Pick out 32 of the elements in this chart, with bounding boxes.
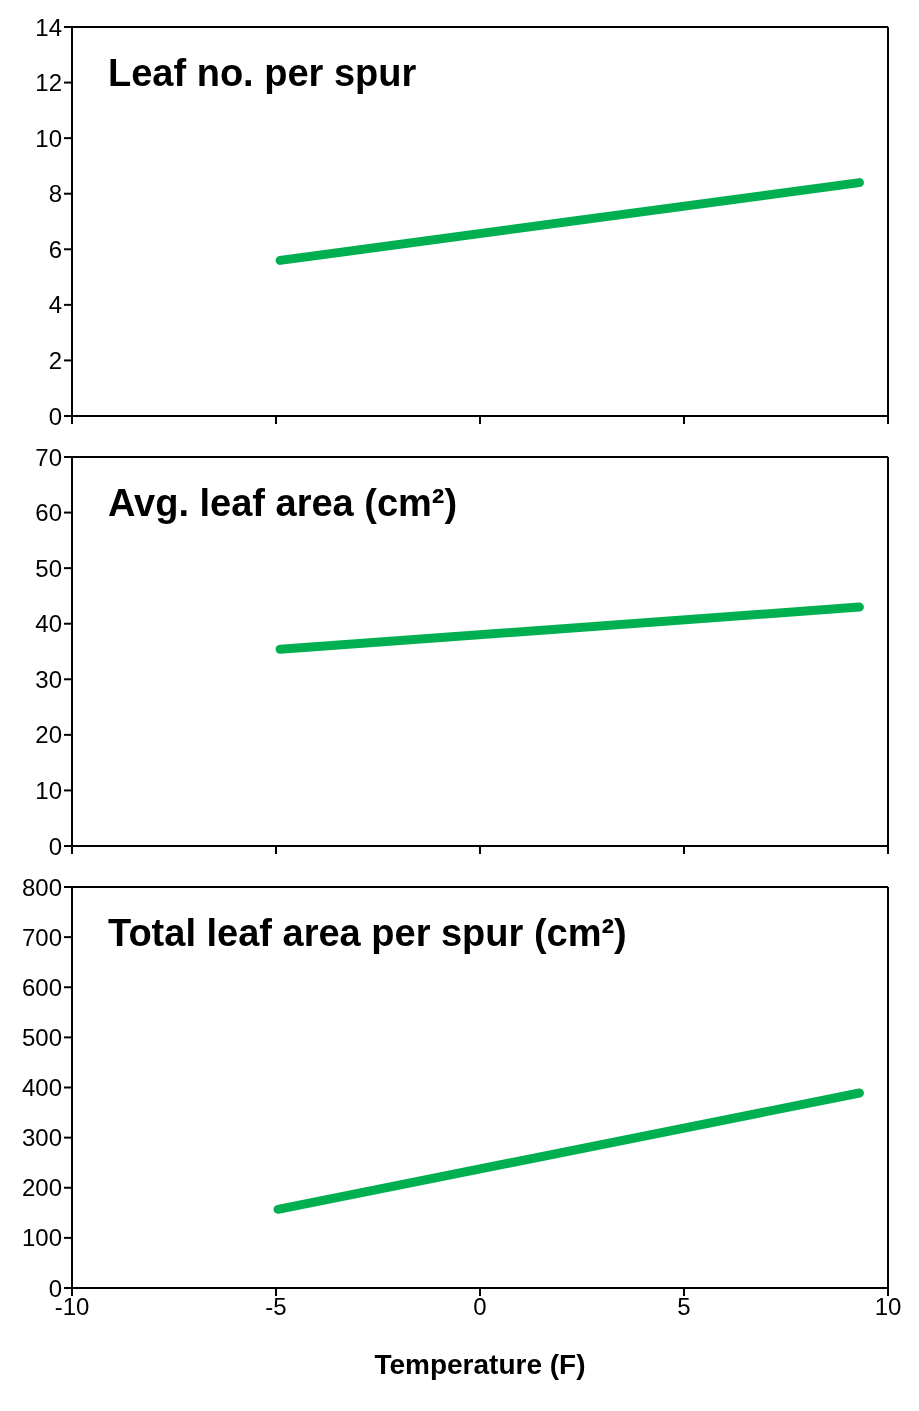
- y-tick-label: 800: [21, 873, 62, 901]
- x-tick-label: 0: [473, 1293, 487, 1321]
- x-tick-label: -5: [265, 1293, 287, 1321]
- y-tick-label: 600: [21, 973, 62, 1001]
- y-tick-label: 400: [21, 1074, 62, 1102]
- y-tick-label: 12: [35, 69, 62, 97]
- y-tick-label: 14: [35, 13, 62, 41]
- y-tick-label: 100: [21, 1224, 62, 1252]
- text: Leaf no. per spur: [108, 52, 417, 95]
- y-tick-label: 50: [35, 554, 62, 582]
- y-tick-label: 8: [48, 180, 62, 208]
- x-tick-label: 10: [874, 1293, 902, 1321]
- y-tick-label: 200: [21, 1174, 62, 1202]
- y-tick-label: 6: [48, 235, 62, 263]
- y-tick-label: 70: [35, 443, 62, 471]
- y-tick-label: 0: [48, 402, 62, 430]
- y-tick-label: 2: [48, 346, 62, 374]
- y-tick-label: 0: [48, 832, 62, 860]
- y-tick-label: 10: [35, 776, 62, 804]
- y-tick-label: 30: [35, 665, 62, 693]
- x-tick-label: 5: [677, 1293, 691, 1321]
- text: Total leaf area per spur (cm²): [108, 912, 627, 955]
- x-axis-title: Temperature (F): [374, 1349, 586, 1380]
- y-tick-label: 300: [21, 1124, 62, 1152]
- y-tick-label: 20: [35, 721, 62, 749]
- y-tick-label: 60: [35, 499, 62, 527]
- text: Avg. leaf area (cm²): [108, 482, 458, 525]
- y-tick-label: 700: [21, 923, 62, 951]
- y-tick-label: 500: [21, 1023, 62, 1051]
- y-tick-label: 40: [35, 610, 62, 638]
- y-tick-label: 4: [48, 291, 62, 319]
- y-tick-label: 10: [35, 124, 62, 152]
